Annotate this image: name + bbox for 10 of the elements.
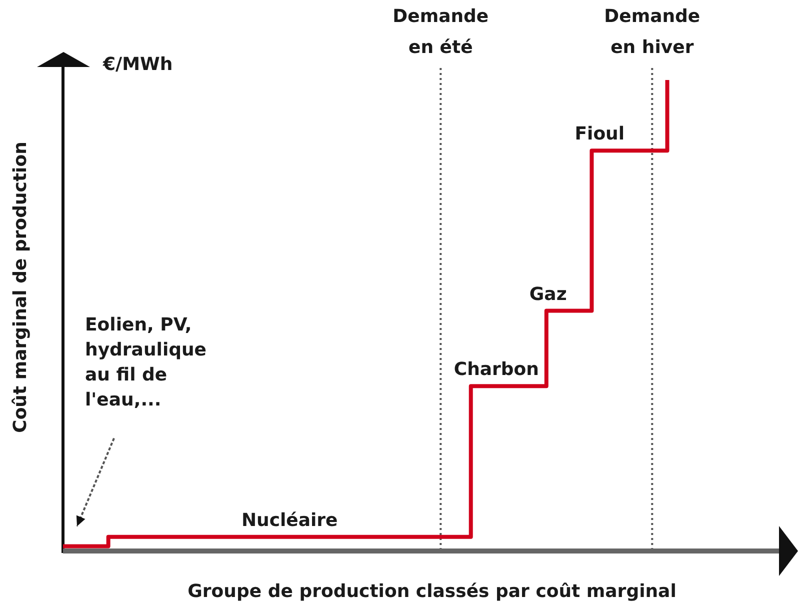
annotation: Fioul: [574, 124, 625, 145]
x-axis-title: Groupe de production classés par coût marginal: [188, 581, 676, 602]
annotation: Charbon: [454, 359, 539, 380]
y-axis-title: Coût marginal de production: [10, 142, 31, 433]
text: €/MWh: [102, 54, 173, 75]
annotation: Gaz: [529, 284, 567, 305]
annotation: Eolien, PV, hydraulique au fil de l'eau,...: [85, 314, 207, 410]
text: Demande en été: [392, 6, 489, 58]
text: Demande en hiver: [604, 6, 700, 58]
annotation: Nucléaire: [241, 510, 338, 531]
